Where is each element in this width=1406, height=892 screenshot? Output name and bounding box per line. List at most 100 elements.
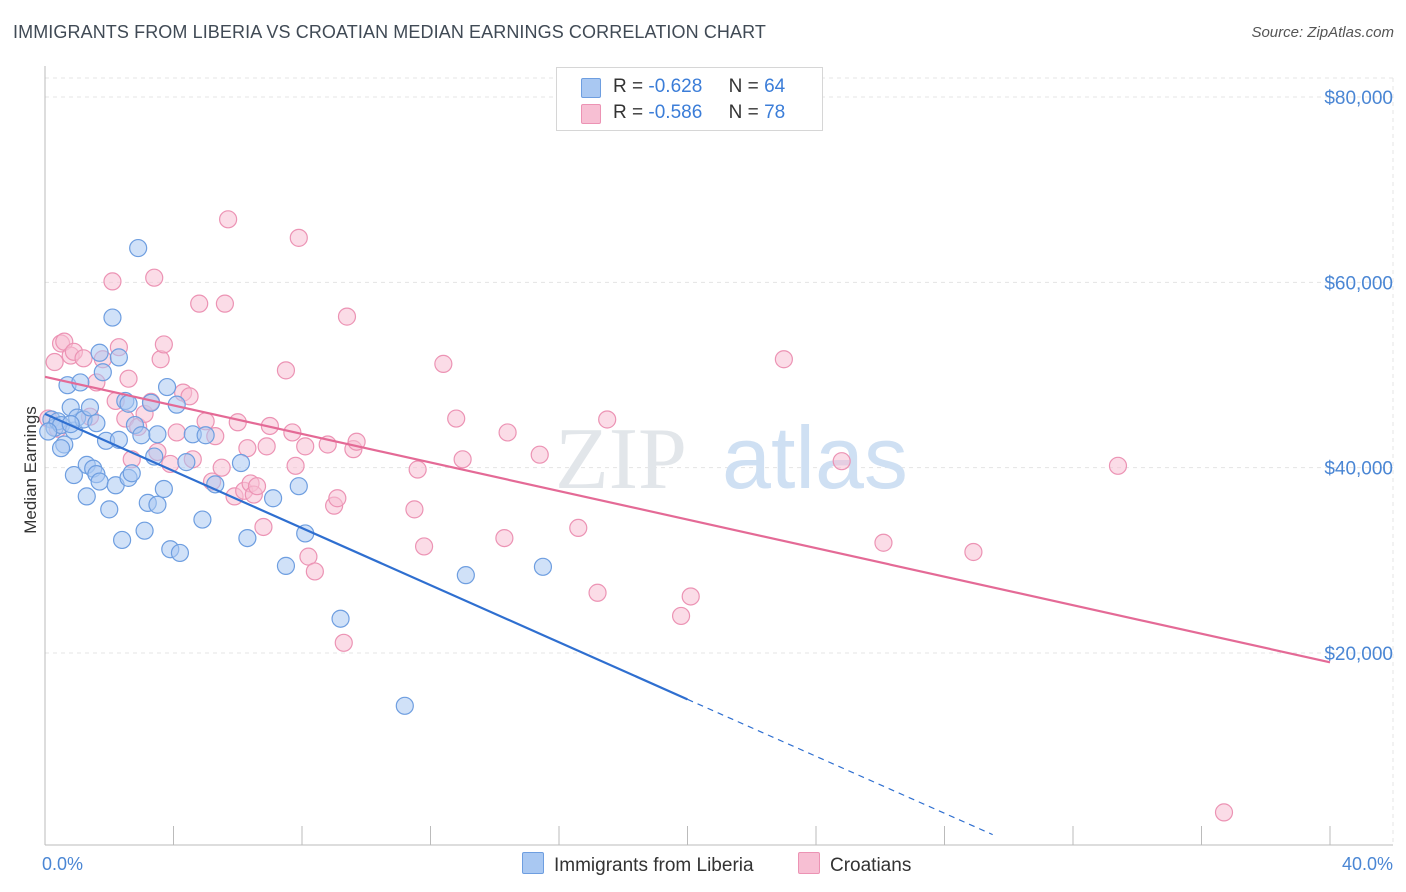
croatian-point bbox=[74, 349, 93, 368]
liberia-trend-line bbox=[44, 412, 688, 701]
bottom-legend-croatians: Croatians bbox=[798, 852, 911, 877]
croatian-point bbox=[219, 210, 238, 229]
liberia-point bbox=[238, 528, 257, 548]
croatian-point bbox=[215, 294, 234, 313]
x-tick-labels: 0.0% 40.0% bbox=[42, 854, 1393, 874]
liberia-point bbox=[533, 557, 553, 576]
croatian-point bbox=[212, 458, 231, 477]
liberia-point bbox=[39, 422, 58, 441]
liberia-point bbox=[177, 453, 196, 472]
croatian-point bbox=[45, 352, 64, 372]
bottom-legend-swatch-croatians bbox=[798, 852, 820, 874]
croatian-point bbox=[569, 518, 588, 538]
x-tick-label: 0.0% bbox=[42, 854, 83, 874]
liberia-point bbox=[148, 425, 167, 444]
legend-n-value: 78 bbox=[764, 102, 786, 123]
liberia-point bbox=[93, 363, 112, 382]
liberia-point bbox=[100, 500, 119, 519]
croatian-point bbox=[588, 583, 607, 602]
croatian-point bbox=[874, 533, 893, 552]
bottom-legend-label-liberia: Immigrants from Liberia bbox=[554, 855, 754, 876]
croatian-point bbox=[296, 437, 315, 456]
liberia-point bbox=[122, 464, 141, 483]
liberia-point bbox=[196, 426, 215, 445]
liberia-points bbox=[39, 238, 553, 715]
croatian-point bbox=[434, 354, 453, 373]
liberia-point bbox=[170, 543, 190, 563]
croatian-trend-line bbox=[44, 375, 1331, 664]
liberia-point bbox=[112, 530, 132, 550]
legend-r-value: -0.586 bbox=[648, 102, 703, 123]
x-tick-label: 40.0% bbox=[1342, 854, 1393, 874]
watermark-zip: ZIP bbox=[555, 411, 687, 508]
croatian-point bbox=[498, 423, 517, 442]
croatian-point bbox=[681, 587, 700, 606]
y-tick-label: $40,000 bbox=[1324, 459, 1393, 480]
croatian-point bbox=[119, 369, 138, 388]
bottom-legend-liberia: Immigrants from Liberia bbox=[522, 852, 754, 877]
croatian-point bbox=[414, 537, 434, 556]
legend-n-label: N = bbox=[728, 102, 759, 123]
bottom-legend-label-croatians: Croatians bbox=[830, 855, 912, 876]
chart-title: IMMIGRANTS FROM LIBERIA VS CROATIAN MEDI… bbox=[13, 22, 766, 42]
liberia-point bbox=[148, 495, 167, 514]
liberia-point bbox=[103, 308, 122, 327]
croatian-point bbox=[103, 272, 122, 291]
legend-swatch-liberia bbox=[581, 78, 601, 98]
liberia-point bbox=[456, 566, 475, 585]
bottom-legend-swatch-liberia bbox=[522, 852, 544, 874]
legend-r-value: -0.628 bbox=[648, 76, 703, 97]
croatian-point bbox=[289, 228, 308, 247]
y-tick-label: $80,000 bbox=[1324, 88, 1393, 109]
croatian-point bbox=[337, 307, 357, 326]
croatian-point bbox=[247, 477, 267, 496]
liberia-point bbox=[263, 489, 283, 508]
croatian-point bbox=[447, 409, 466, 428]
liberia-point bbox=[276, 556, 296, 575]
liberia-point bbox=[129, 238, 148, 258]
liberia-point bbox=[90, 472, 109, 491]
liberia-trend-extension bbox=[687, 698, 993, 836]
liberia-point bbox=[231, 453, 251, 473]
croatian-point bbox=[151, 350, 170, 369]
croatian-point bbox=[453, 450, 472, 469]
liberia-point bbox=[80, 398, 100, 417]
y-tick-labels: $20,000 $40,000 $60,000 $80,000 bbox=[1324, 88, 1393, 665]
croatian-point bbox=[408, 460, 427, 479]
liberia-point bbox=[87, 414, 106, 433]
croatian-point bbox=[257, 437, 276, 456]
legend-n-value: 64 bbox=[764, 76, 786, 97]
axes bbox=[44, 66, 1393, 846]
croatian-point bbox=[598, 410, 617, 429]
croatian-point bbox=[671, 606, 691, 626]
croatian-point bbox=[964, 542, 983, 562]
croatian-point bbox=[286, 456, 305, 475]
croatian-point bbox=[167, 423, 186, 442]
liberia-point bbox=[154, 479, 173, 499]
croatian-point bbox=[276, 361, 296, 380]
watermark: ZIP atlas bbox=[555, 408, 908, 508]
legend: R = -0.628 N = 64 R = -0.586 N = 78 bbox=[556, 67, 823, 131]
liberia-point bbox=[64, 465, 84, 485]
source-credit: Source: ZipAtlas.com bbox=[1251, 24, 1394, 41]
watermark-atlas: atlas bbox=[722, 408, 908, 507]
trend-lines bbox=[44, 375, 1331, 836]
croatian-point bbox=[334, 633, 353, 652]
liberia-point bbox=[135, 521, 154, 540]
croatian-point bbox=[180, 387, 199, 406]
croatian-point bbox=[154, 335, 173, 354]
croatian-point bbox=[1214, 803, 1234, 822]
croatian-point bbox=[405, 500, 424, 519]
liberia-point bbox=[289, 477, 308, 496]
croatian-point bbox=[495, 528, 514, 548]
y-tick-label: $60,000 bbox=[1324, 273, 1393, 294]
croatian-point bbox=[530, 445, 549, 464]
liberia-point bbox=[90, 343, 109, 362]
liberia-point bbox=[77, 487, 96, 506]
legend-r-label: R = bbox=[613, 76, 644, 97]
legend-swatch-croatians bbox=[581, 104, 601, 124]
liberia-point bbox=[51, 439, 71, 458]
croatian-point bbox=[328, 489, 347, 508]
liberia-point bbox=[157, 377, 177, 397]
